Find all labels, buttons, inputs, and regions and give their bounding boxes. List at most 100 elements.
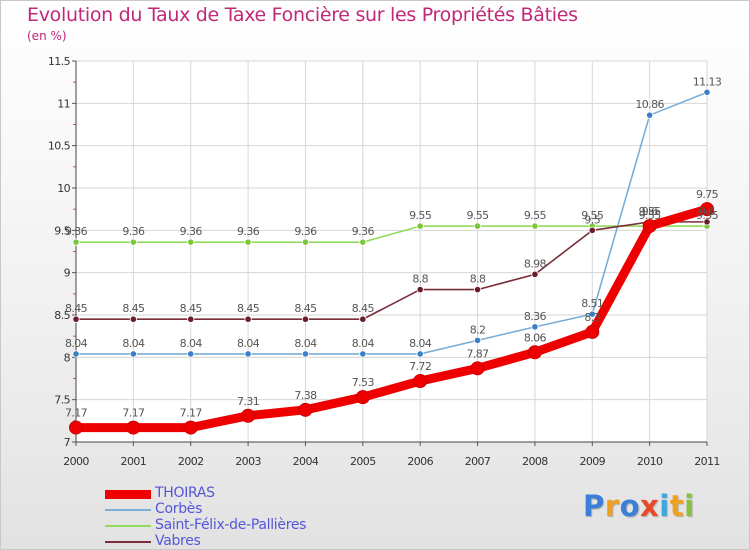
data-point [531,323,539,331]
y-tick-label: 10.5 [48,140,71,153]
data-label: 8.45 [237,302,260,315]
logo-letter: P [583,489,605,523]
series-line [75,221,708,321]
data-point [244,315,252,323]
legend-swatch [105,489,151,499]
legend-label: THOIRAS [155,485,215,501]
data-label: 9.55 [581,209,604,222]
x-tick-label: 2002 [178,455,204,468]
data-point [359,350,367,358]
data-labels-layer: 7.17 7.17 7.17 7.31 7.38 7.53 7.72 7.87 8.06 8.3 9… [65,75,722,419]
data-label: 7.53 [352,376,375,389]
data-label: 9.55 [466,209,489,222]
y-tick-label: 9.5 [54,224,70,237]
data-label: 8.04 [65,337,88,350]
logo-letter: r [604,489,620,523]
data-point [72,350,80,358]
data-label: 7.17 [122,407,145,420]
data-point [126,420,141,435]
data-point [301,315,310,323]
data-label: 9.36 [294,225,317,238]
data-label: 8.04 [409,337,432,350]
x-tick-label: 2001 [121,455,147,468]
legend-swatch [105,541,151,543]
data-label: 7.17 [65,407,88,420]
x-tick-label: 2009 [579,455,605,468]
data-point [473,222,482,230]
x-tick-label: 2006 [407,455,433,468]
legend-swatch [105,525,151,527]
data-label: 9.36 [180,225,203,238]
series-2 [72,222,711,246]
series-layer [69,88,714,435]
data-label: 9.6 [699,205,715,218]
data-label: 8.45 [294,302,317,315]
data-label: 9.55 [696,209,719,222]
series-line [71,204,712,433]
data-label: 9.6 [642,205,658,218]
data-point [588,310,596,318]
grid-layer [75,60,708,443]
data-label: 8.06 [524,331,547,344]
chart-subtitle: (en %) [27,29,67,43]
data-point [703,88,711,96]
data-point [359,238,367,246]
data-label: 8.8 [412,273,428,286]
data-label: 8.45 [65,302,88,315]
data-point [473,336,482,344]
data-point [69,420,83,435]
data-label: 8.45 [180,302,203,315]
y-tick-label: 10 [57,182,70,195]
data-point [359,315,367,323]
data-label: 7.31 [237,395,259,408]
data-point [413,374,428,389]
chart-title: Evolution du Taux de Taxe Foncière sur l… [27,4,578,26]
data-label: 9.55 [639,205,662,218]
data-point [241,408,256,423]
data-point [301,238,310,246]
data-label: 8.04 [294,337,317,350]
data-label: 7.38 [294,389,317,402]
x-tick-label: 2005 [350,455,376,468]
series-0 [69,202,714,435]
data-point [416,285,424,294]
series-1 [72,88,711,358]
y-tick-label: 9 [64,267,71,280]
data-label: 8.3 [584,311,600,324]
data-label: 9.36 [122,225,145,238]
data-label: 11.13 [693,75,722,88]
logo-letter: x [640,489,660,523]
data-point [244,350,252,358]
data-point [129,315,137,323]
data-point [244,238,252,246]
plot-area [76,61,707,442]
data-point [416,222,424,230]
data-point [298,402,313,417]
logo-letter: o [619,489,641,523]
data-point [72,315,80,323]
logo-letter: i [684,489,695,523]
data-label: 9.36 [65,225,88,238]
x-tick-label: 2007 [465,455,491,468]
data-point [72,238,80,246]
data-point [531,222,539,230]
data-point [700,202,714,217]
y-tick-label: 8 [64,351,71,364]
y-tick-label: 11 [57,97,70,110]
logo-letter: t [669,489,685,523]
data-label: 8.8 [470,273,486,286]
data-point [416,350,424,358]
series-line [75,91,708,355]
data-label: 9.36 [352,225,375,238]
data-label: 7.72 [409,360,431,373]
x-tick-label: 2000 [63,455,89,468]
legend-label: Corbès [155,501,203,517]
data-point [588,226,596,234]
data-point [646,111,654,119]
data-point [129,238,137,246]
data-label: 7.17 [180,407,203,420]
legend-label: Saint-Félix-de-Pallières [155,517,307,533]
data-label: 8.04 [352,337,375,350]
